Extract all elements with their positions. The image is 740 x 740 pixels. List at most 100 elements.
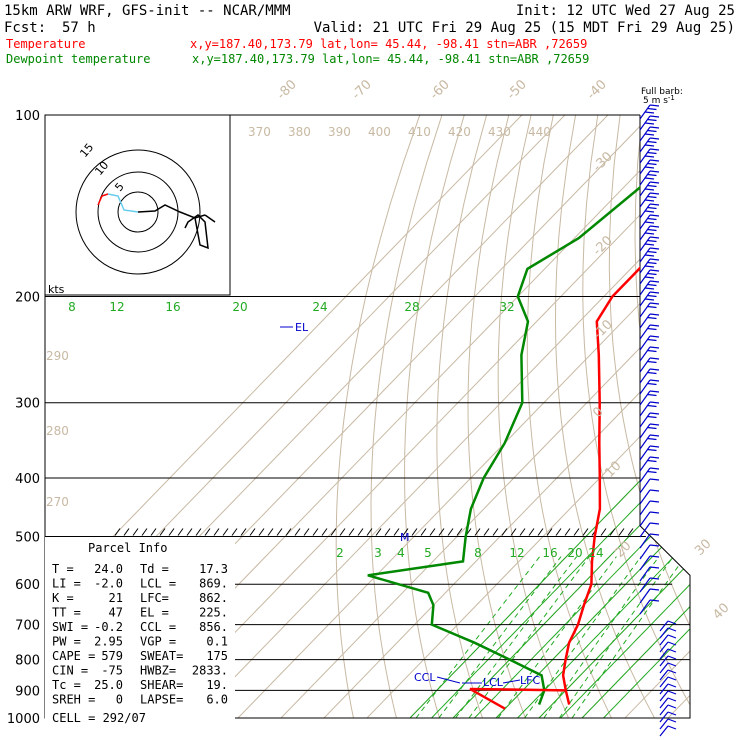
wind-barb-flag bbox=[647, 206, 657, 210]
hodograph-storm-motion bbox=[97, 193, 109, 206]
temperature-axis-label: -80 bbox=[274, 77, 300, 103]
hodograph-low-levels bbox=[107, 193, 139, 213]
pressure-tick-label: 100 bbox=[15, 109, 40, 124]
hatch-mark bbox=[231, 528, 238, 536]
parcel-row-value: 579 bbox=[101, 649, 123, 663]
theta-low-label: 270 bbox=[46, 495, 69, 509]
wind-barb-flag bbox=[649, 137, 660, 140]
wind-barb bbox=[639, 555, 651, 571]
pressure-tick-label: 500 bbox=[15, 530, 40, 545]
parcel-row-label-2: HWBZ= bbox=[140, 664, 176, 678]
wind-barb bbox=[639, 599, 651, 615]
wind-barb-flag bbox=[649, 478, 660, 481]
wind-barb bbox=[639, 357, 651, 373]
moist-adiabat-line bbox=[560, 296, 690, 718]
wind-barb-flag bbox=[649, 566, 660, 569]
wind-barb-flag bbox=[649, 368, 660, 371]
hodograph-trace-tail bbox=[184, 214, 209, 250]
wind-barb-low-flag bbox=[667, 669, 677, 674]
wind-barb bbox=[639, 566, 651, 582]
wind-barb-low bbox=[659, 634, 669, 646]
wind-barb-flag bbox=[649, 225, 660, 228]
wind-barb-flag bbox=[644, 122, 655, 125]
dewpoint-trace bbox=[367, 115, 690, 706]
mixing-ratio-label: 2 bbox=[336, 546, 344, 560]
parcel-row-value-2: 175 bbox=[206, 649, 228, 663]
wind-barb-flag bbox=[644, 177, 655, 180]
mixing-ratio-label: 24 bbox=[588, 546, 603, 560]
parcel-row-label: LI = bbox=[52, 577, 81, 591]
wind-barb-flag bbox=[644, 210, 655, 213]
wind-barb-flag bbox=[644, 155, 655, 158]
hatch-mark bbox=[267, 528, 274, 536]
wind-barb-low-flag bbox=[667, 634, 677, 639]
temperature-axis-label: 0 bbox=[590, 404, 606, 420]
parcel-row-value-2: 2833. bbox=[192, 664, 228, 678]
wind-barb-flag bbox=[647, 459, 657, 463]
parcel-row-label: CIN = bbox=[52, 664, 88, 678]
parcel-row-label: TT = bbox=[52, 606, 81, 620]
lfc-tick bbox=[502, 679, 521, 684]
hatch-mark bbox=[258, 528, 265, 536]
wind-barb-flag bbox=[647, 118, 657, 122]
wind-barb bbox=[639, 368, 651, 384]
hodograph-ring-15 bbox=[75, 149, 201, 275]
wind-barb-flag bbox=[649, 159, 660, 162]
dry-adiabat-line bbox=[659, 115, 690, 718]
hatch-mark bbox=[510, 528, 517, 536]
wind-barb-flag bbox=[649, 401, 660, 404]
isotherm-line bbox=[366, 115, 690, 718]
melting-marker: M bbox=[400, 531, 410, 544]
pressure-tick-label: 900 bbox=[15, 684, 40, 699]
hatch-mark bbox=[330, 528, 337, 536]
wind-barb-flag bbox=[644, 133, 655, 136]
hatch-mark bbox=[573, 528, 580, 536]
theta-e-label: 32 bbox=[499, 300, 514, 314]
parcel-row-label: T = bbox=[52, 562, 74, 576]
wind-barb-flag bbox=[649, 170, 660, 173]
parcel-info-panel: Parcel Info T = 24.0 Td = 17.3 LI = -2.0 LCL =… bbox=[45, 537, 235, 727]
temperature-axis-label: -40 bbox=[584, 77, 610, 103]
wind-barb-flag bbox=[647, 162, 657, 166]
hatch-mark bbox=[429, 528, 436, 536]
wind-barb-flag bbox=[649, 126, 660, 129]
parcel-row-label: SWI = bbox=[52, 620, 88, 634]
dry-adiabat-line bbox=[436, 115, 488, 718]
wind-barb-flag bbox=[647, 437, 657, 441]
wind-barb bbox=[639, 544, 651, 560]
dry-adiabat-line bbox=[731, 115, 740, 718]
hatch-mark bbox=[492, 528, 499, 536]
mixing-ratio-label: 4 bbox=[397, 546, 405, 560]
hatch-mark bbox=[276, 528, 283, 536]
parcel-row-label: K = bbox=[52, 591, 74, 605]
wind-barb bbox=[639, 489, 651, 505]
wind-barb-flag bbox=[647, 261, 657, 265]
wind-barb-flag bbox=[644, 232, 655, 235]
isotherm-line bbox=[323, 115, 690, 718]
wind-barb-flag bbox=[649, 236, 660, 239]
wind-barb-low bbox=[659, 690, 669, 702]
wind-barb-flag bbox=[649, 181, 660, 184]
hatch-mark bbox=[555, 528, 562, 536]
parcel-row-value-2: 856. bbox=[199, 620, 228, 634]
wind-barb-low-flag bbox=[667, 704, 677, 709]
temperature-axis-label: -70 bbox=[349, 77, 375, 103]
wind-barb-low-flag bbox=[667, 676, 677, 681]
parcel-row-value-2: 0.1 bbox=[206, 635, 228, 649]
hatch-mark bbox=[159, 528, 166, 536]
wind-barb-flag bbox=[647, 371, 657, 375]
theta-label: 440 bbox=[528, 125, 551, 139]
hatch-mark bbox=[600, 528, 607, 536]
pressure-tick-label: 200 bbox=[15, 291, 40, 306]
hatch-mark bbox=[240, 528, 247, 536]
wind-barb bbox=[639, 456, 651, 472]
hodograph-trace-end bbox=[204, 214, 216, 223]
hatch-mark bbox=[519, 528, 526, 536]
barb-scale-value: 5 m s-1 bbox=[643, 94, 675, 106]
wind-barb bbox=[639, 577, 651, 593]
parcel-row-label-2: SWEAT= bbox=[140, 649, 183, 663]
mixing-ratio-label: 12 bbox=[509, 546, 524, 560]
parcel-row-value: -2.0 bbox=[94, 577, 123, 591]
parcel-row-label: Tc = bbox=[52, 678, 81, 692]
wind-barb-flag bbox=[649, 522, 660, 525]
